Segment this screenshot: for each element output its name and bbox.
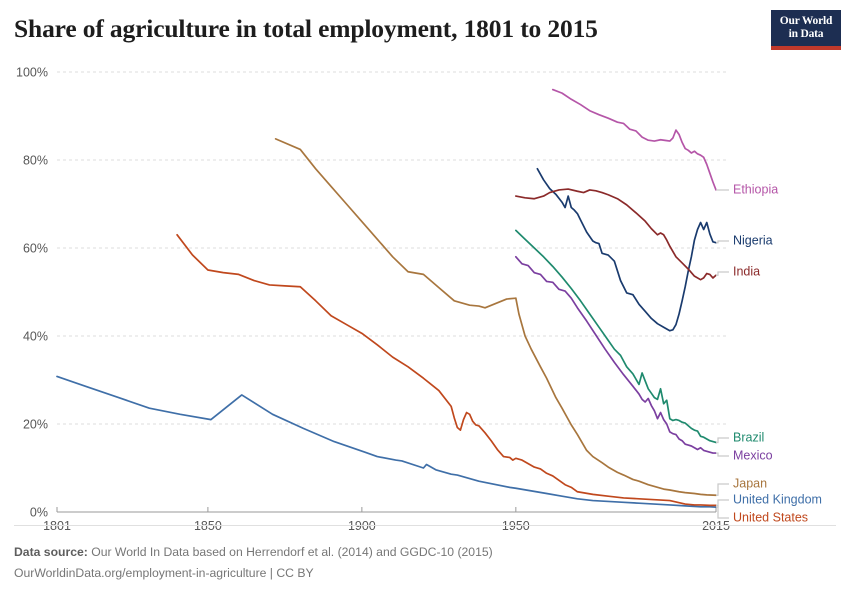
series-line-ethiopia: [551, 88, 717, 191]
logo-line-1: Our World: [779, 15, 833, 27]
y-tick-label: 60%: [23, 242, 48, 256]
series-line-india: [514, 188, 717, 281]
legend-label-nigeria[interactable]: Nigeria: [733, 233, 773, 247]
series-line-nigeria: [536, 167, 717, 332]
data-series: [56, 88, 717, 509]
legend-connector-india: [716, 271, 729, 276]
legend-connector-japan: [716, 483, 729, 496]
series-line-united-states: [176, 233, 717, 507]
y-tick-label: 100%: [16, 66, 48, 80]
y-tick-label: 0%: [30, 506, 48, 520]
legend-connector-nigeria: [716, 240, 729, 244]
y-tick-label: 20%: [23, 418, 48, 432]
legend: Ethiopia Nigeria India Brazil Mexico Japan Uni…: [716, 182, 822, 524]
x-tick-label: 1950: [502, 519, 530, 533]
x-axis-labels: 1801 1850 1900 1950 2015: [43, 519, 730, 533]
footer: Data source: Our World In Data based on …: [14, 542, 754, 584]
legend-label-brazil[interactable]: Brazil: [733, 430, 764, 444]
owid-logo[interactable]: Our World in Data: [771, 10, 841, 51]
legend-label-united-states[interactable]: United States: [733, 510, 808, 524]
x-tick-label: 1801: [43, 519, 71, 533]
logo-line-2: in Data: [788, 28, 824, 41]
source-label: Data source:: [14, 545, 88, 560]
legend-connector-united-kingdom: [716, 499, 729, 508]
legend-label-united-kingdom[interactable]: United Kingdom: [733, 492, 822, 506]
legend-label-mexico[interactable]: Mexico: [733, 448, 773, 462]
legend-label-japan[interactable]: Japan: [733, 476, 767, 490]
footer-link[interactable]: OurWorldinData.org/employment-in-agricul…: [14, 566, 314, 581]
x-tick-label: 1850: [194, 519, 222, 533]
x-tick-label: 2015: [702, 519, 730, 533]
page-title: Share of agriculture in total employment…: [14, 14, 598, 43]
legend-connector-mexico: [716, 452, 729, 457]
legend-connector-brazil: [716, 437, 729, 444]
series-line-mexico: [514, 255, 717, 454]
y-tick-label: 40%: [23, 330, 48, 344]
x-tick-label: 1900: [348, 519, 376, 533]
footer-divider: [14, 525, 836, 526]
x-axis: [56, 507, 717, 513]
legend-label-ethiopia[interactable]: Ethiopia: [733, 182, 778, 196]
series-line-japan: [274, 138, 717, 497]
series-line-united-kingdom: [56, 375, 717, 509]
legend-connector-united-states: [716, 504, 729, 519]
y-axis-labels: 0% 20% 40% 60% 80% 100%: [16, 66, 48, 520]
source-text: Our World In Data based on Herrendorf et…: [87, 545, 493, 560]
legend-label-india[interactable]: India: [733, 264, 760, 278]
series-line-brazil: [514, 229, 717, 444]
y-tick-label: 80%: [23, 154, 48, 168]
